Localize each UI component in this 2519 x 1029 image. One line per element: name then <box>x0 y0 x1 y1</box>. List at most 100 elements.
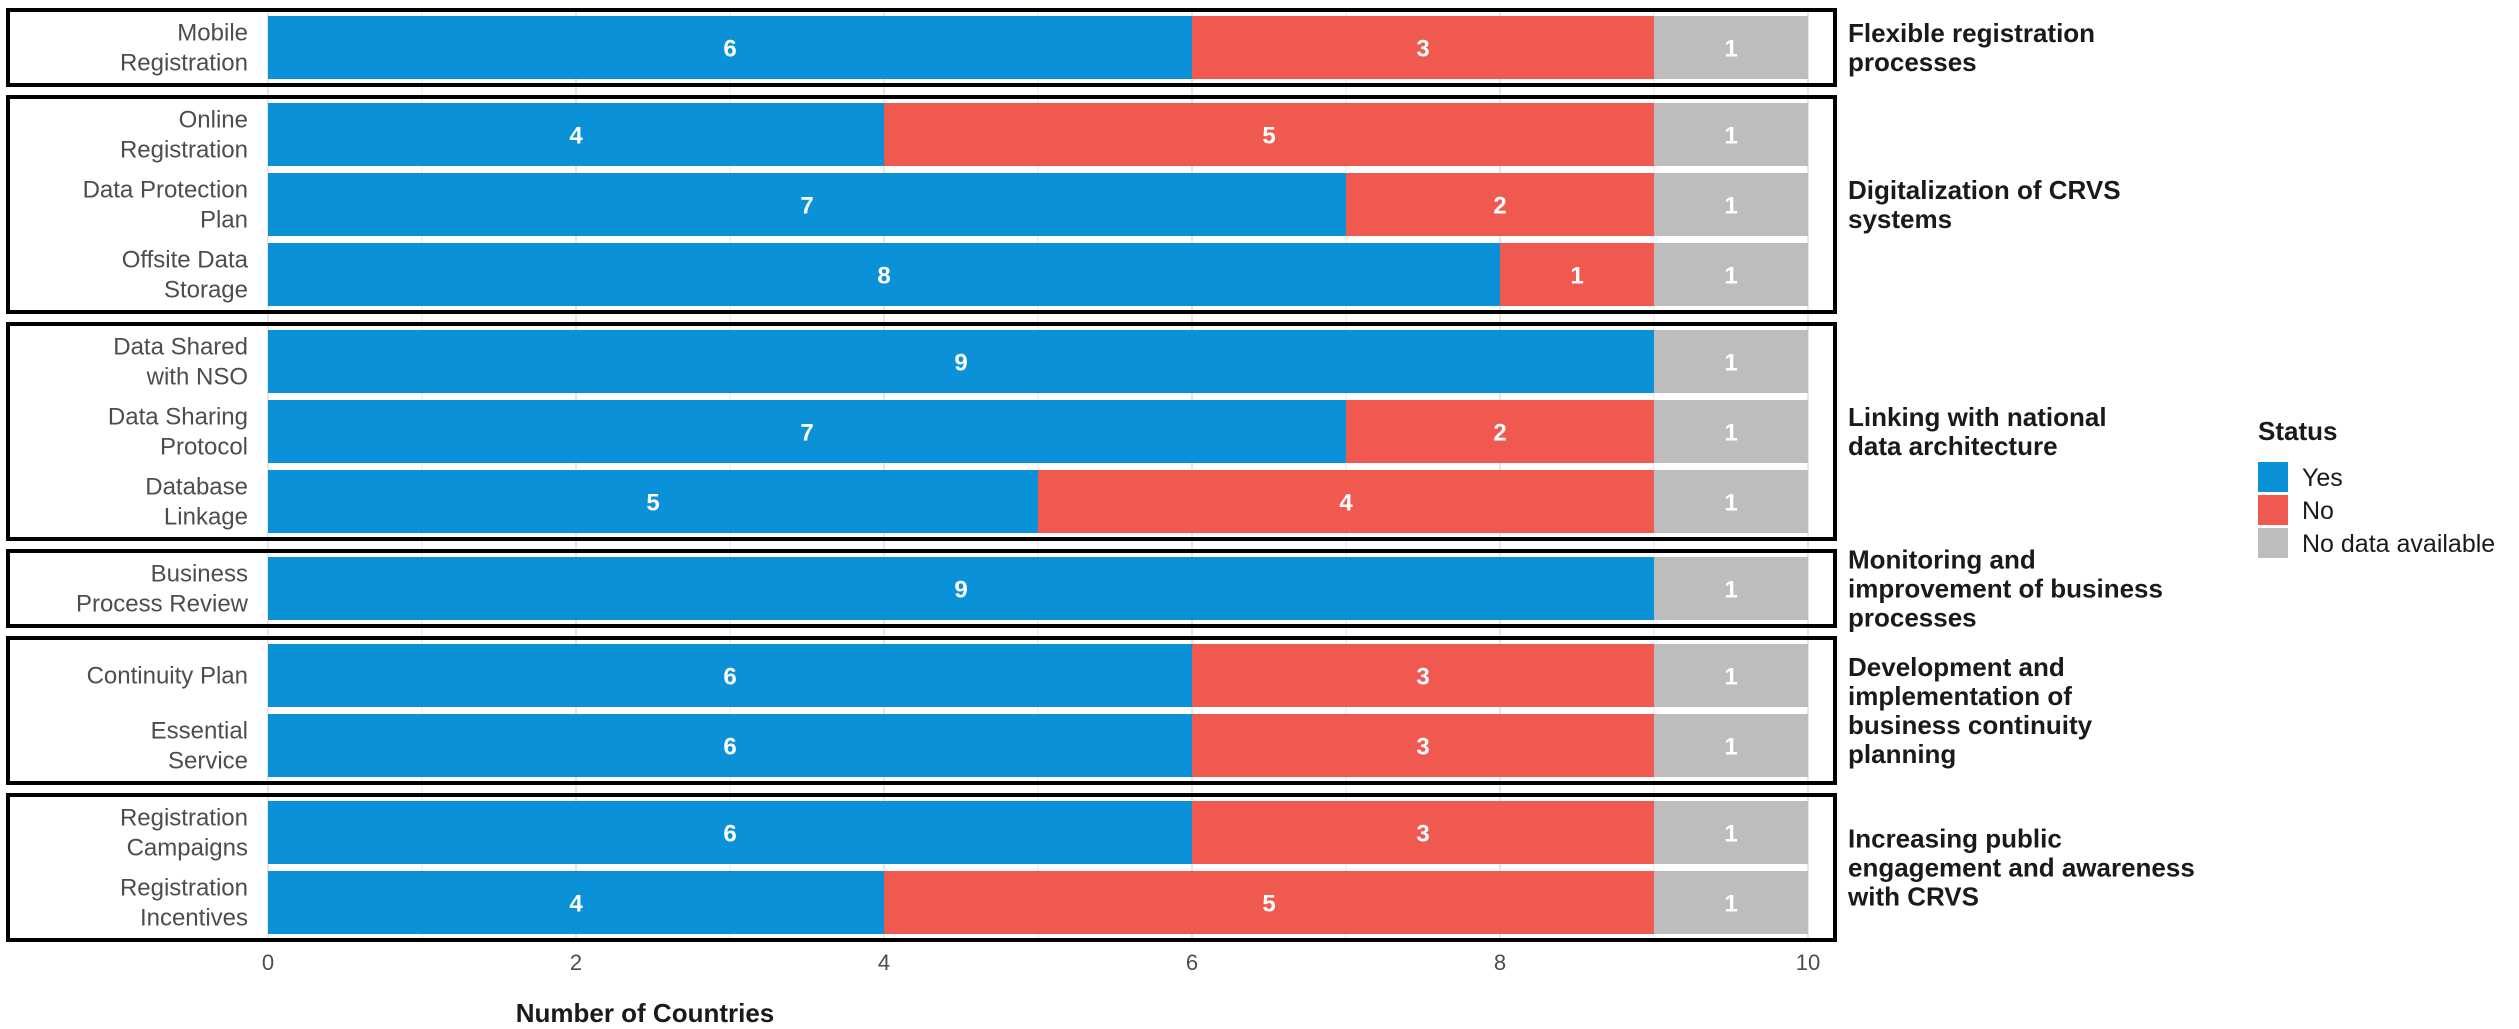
bar-segment-na <box>1654 470 1808 533</box>
data-label: 1 <box>1724 123 1737 150</box>
group-frame <box>6 95 1837 314</box>
x-tick-label: 0 <box>262 950 274 975</box>
bar-segment-na <box>1654 801 1808 864</box>
group-frame <box>6 793 1837 942</box>
data-label: 1 <box>1724 420 1737 447</box>
data-label: 2 <box>1493 420 1506 447</box>
data-label: 1 <box>1724 193 1737 220</box>
data-label: 1 <box>1724 263 1737 290</box>
x-tick-label: 6 <box>1186 950 1198 975</box>
data-label: 5 <box>1262 123 1275 150</box>
bar-segment-no <box>1500 243 1654 306</box>
legend-label: Yes <box>2302 464 2343 492</box>
category-label: Database Linkage <box>145 474 248 531</box>
bar-segment-no <box>1038 470 1654 533</box>
data-label: 1 <box>1724 36 1737 63</box>
bar-segment-yes <box>268 103 884 166</box>
bar-segment-yes <box>268 16 1192 79</box>
data-label: 3 <box>1416 734 1429 761</box>
bar-segment-no <box>1346 173 1654 236</box>
bar-segment-na <box>1654 557 1808 620</box>
panel-frames <box>6 8 1837 942</box>
legend-label: No <box>2302 497 2334 525</box>
data-label: 1 <box>1724 891 1737 918</box>
bar-segment-yes <box>268 243 1500 306</box>
data-label: 9 <box>954 577 967 604</box>
bar-segment-na <box>1654 644 1808 707</box>
group-frame <box>6 8 1837 87</box>
x-tick-label: 8 <box>1494 950 1506 975</box>
data-label: 5 <box>646 490 659 517</box>
bar-segment-no <box>884 103 1654 166</box>
data-label: 1 <box>1724 577 1737 604</box>
data-label: 4 <box>1339 490 1353 517</box>
data-label: 1 <box>1724 821 1737 848</box>
bar-segment-na <box>1654 16 1808 79</box>
group-label: Linking with national data architecture <box>1848 402 2107 461</box>
data-label: 3 <box>1416 821 1429 848</box>
group-frame <box>6 549 1837 628</box>
group-label: Monitoring and improvement of business pro… <box>1848 545 2163 633</box>
group-frame <box>6 636 1837 785</box>
data-label: 3 <box>1416 664 1429 691</box>
bar-segment-na <box>1654 714 1808 777</box>
data-label: 1 <box>1724 734 1737 761</box>
bar-segment-yes <box>268 801 1192 864</box>
x-tick-label: 10 <box>1796 950 1820 975</box>
category-label: Online Registration <box>120 107 248 164</box>
x-axis-title: Number of Countries <box>516 998 775 1028</box>
category-label: Registration Incentives <box>120 875 248 932</box>
data-label: 7 <box>800 193 813 220</box>
legend-label: No data available <box>2302 530 2495 558</box>
bar-segment-no <box>1346 400 1654 463</box>
category-label: Essential Service <box>151 718 248 775</box>
bar-segment-na <box>1654 173 1808 236</box>
group-label: Digitalization of CRVS systems <box>1848 175 2121 234</box>
bar-segment-yes <box>268 173 1346 236</box>
bar-segment-yes <box>268 557 1654 620</box>
category-label: Data Sharing Protocol <box>108 404 248 461</box>
bar-segment-yes <box>268 330 1654 393</box>
data-label: 4 <box>569 123 583 150</box>
group-label: Flexible registration processes <box>1848 18 2095 77</box>
bar-segment-yes <box>268 871 884 934</box>
data-label: 1 <box>1724 350 1737 377</box>
legend-key <box>2258 462 2288 492</box>
data-label: 1 <box>1724 490 1737 517</box>
bar-segment-na <box>1654 871 1808 934</box>
legend-key <box>2258 528 2288 558</box>
data-label: 6 <box>723 821 736 848</box>
data-label: 6 <box>723 664 736 691</box>
data-label: 2 <box>1493 193 1506 220</box>
bar-segment-yes <box>268 714 1192 777</box>
data-label: 1 <box>1570 263 1583 290</box>
bar-segment-na <box>1654 400 1808 463</box>
data-label: 8 <box>877 263 890 290</box>
x-axis: Number of Countries 0 2 4 6 8 10 <box>262 950 1820 1028</box>
bar-segment-yes <box>268 400 1346 463</box>
bar-segment-yes <box>268 470 1038 533</box>
bar-segment-na <box>1654 330 1808 393</box>
group-label: Increasing public engagement and awarenes… <box>1847 824 2195 912</box>
category-label: Continuity Plan <box>87 663 248 690</box>
data-label: 9 <box>954 350 967 377</box>
group-frame <box>6 322 1837 541</box>
bar-segment-na <box>1654 243 1808 306</box>
bar-segment-no <box>1192 801 1654 864</box>
group-label: Development and implementation of business… <box>1848 652 2093 769</box>
category-label: Registration Campaigns <box>120 805 248 862</box>
bar-segment-no <box>1192 16 1654 79</box>
bar-segment-no <box>884 871 1654 934</box>
data-label: 1 <box>1724 664 1737 691</box>
data-label: 5 <box>1262 891 1275 918</box>
bar-segment-no <box>1192 714 1654 777</box>
x-tick-label: 4 <box>878 950 890 975</box>
legend: Status Yes No No data available <box>2258 416 2495 558</box>
x-tick-label: 2 <box>570 950 582 975</box>
bars-layer <box>268 16 1808 934</box>
labels-layer: 6 3 1 Mobile Registration Flexible registrati… <box>76 18 2195 932</box>
bar-segment-na <box>1654 103 1808 166</box>
category-label: Mobile Registration <box>120 20 248 77</box>
data-label: 6 <box>723 734 736 761</box>
